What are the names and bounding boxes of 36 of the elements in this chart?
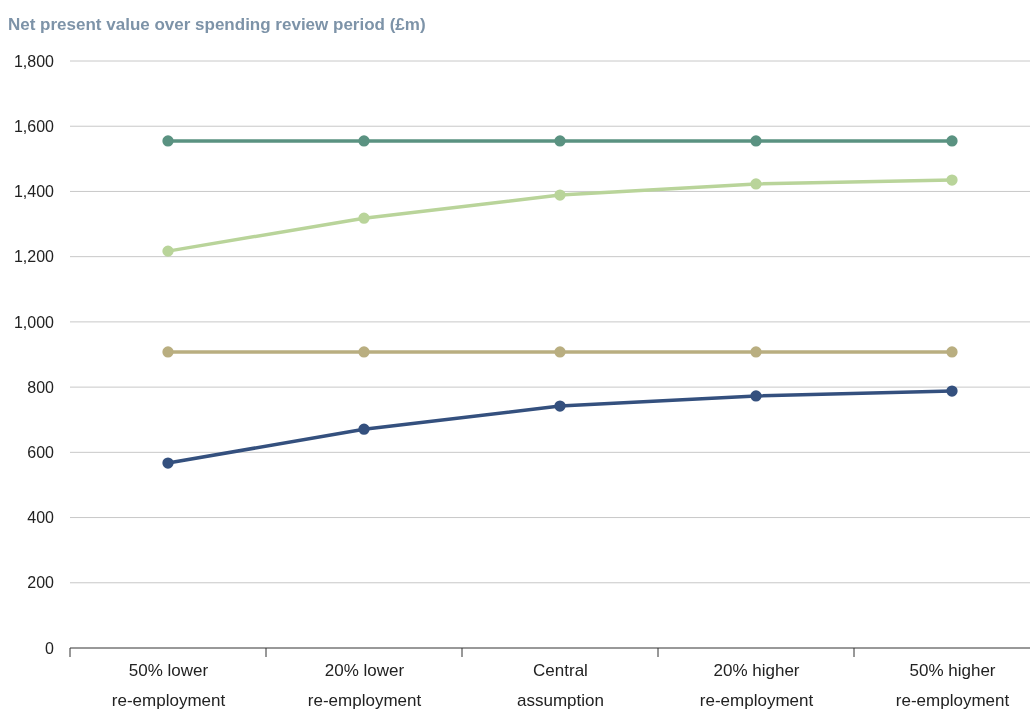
y-tick-label: 1,400 — [13, 183, 55, 201]
point — [162, 346, 174, 358]
point — [358, 346, 370, 358]
y-tick-label: 200 — [27, 574, 55, 592]
point — [946, 346, 958, 358]
y-tick-label: 800 — [27, 378, 55, 396]
point — [750, 390, 762, 402]
point — [554, 135, 566, 147]
x-tick-label: 50% lower re-employment — [111, 661, 226, 710]
point — [162, 245, 174, 257]
point — [750, 135, 762, 147]
x-tick-label: 50% higher re-employment — [895, 661, 1010, 710]
y-tick-label: 0 — [45, 639, 55, 657]
y-tick-label: 600 — [27, 443, 55, 461]
x-tick-label: 20% lower re-employment — [307, 661, 422, 710]
x-tick-label: Central assumption — [517, 661, 604, 710]
x-tick-label: 20% higher re-employment — [699, 661, 814, 710]
point — [554, 400, 566, 412]
y-tick-label: 1,200 — [13, 248, 55, 266]
point — [946, 174, 958, 186]
y-tick-label: 1,800 — [13, 52, 55, 70]
point — [358, 212, 370, 224]
y-tick-label: 1,000 — [13, 313, 55, 331]
point — [162, 135, 174, 147]
point — [162, 457, 174, 469]
chart-title: Net present value over spending review period (£m) — [8, 15, 426, 34]
y-tick-label: 400 — [27, 509, 55, 527]
point — [554, 346, 566, 358]
point — [358, 135, 370, 147]
point — [750, 346, 762, 358]
point — [554, 189, 566, 201]
point — [358, 423, 370, 435]
point — [946, 135, 958, 147]
y-tick-label: 1,600 — [13, 117, 55, 135]
point — [946, 385, 958, 397]
point — [750, 178, 762, 190]
